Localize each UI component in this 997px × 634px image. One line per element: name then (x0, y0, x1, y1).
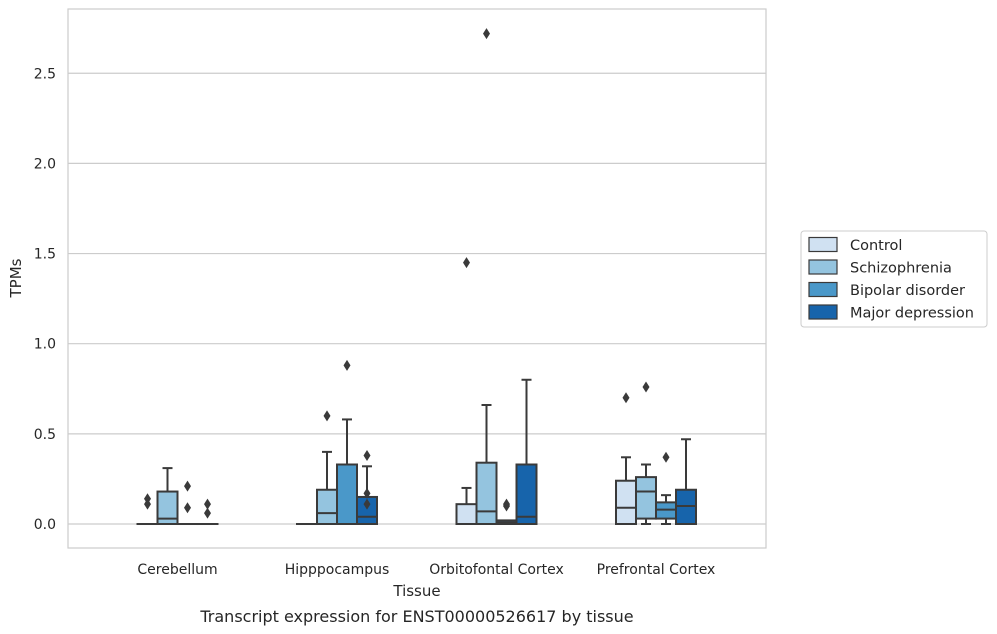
y-tick-label: 0.5 (34, 427, 56, 443)
y-axis-ticks: 0.0 0.5 1.0 1.5 2.0 2.5 (34, 66, 56, 533)
y-tick-label: 1.0 (34, 337, 56, 353)
box (635, 476, 657, 520)
outlier-point (343, 359, 351, 371)
legend-label: Control (850, 238, 902, 254)
outlier-point (204, 507, 211, 519)
box (156, 490, 179, 525)
x-tick-label: Orbitofontal Cortex (429, 562, 564, 578)
outlier-point (622, 392, 630, 404)
x-axis-label: Tissue (392, 582, 440, 600)
legend-label: Bipolar disorder (850, 283, 965, 299)
box (615, 479, 637, 525)
chart-caption: Transcript expression for ENST0000052661… (199, 607, 633, 626)
series-schizophrenia (156, 28, 657, 526)
y-tick-label: 2.0 (34, 156, 56, 172)
plot-frame (67, 8, 767, 549)
x-tick-label: Prefrontal Cortex (597, 562, 716, 578)
y-tick-label: 1.5 (34, 247, 56, 263)
outlier-point (363, 449, 371, 461)
x-tick-label: Cerebellum (137, 562, 217, 578)
series-bipolar-disorder (176, 359, 677, 526)
legend-swatch (808, 236, 838, 253)
outlier-point (503, 498, 510, 510)
box (515, 463, 538, 526)
outlier-point (483, 28, 490, 40)
outlier-point (184, 480, 191, 492)
series-control (136, 257, 637, 526)
outlier-point (204, 498, 211, 510)
outlier-point (662, 451, 670, 463)
y-tick-label: 0.0 (34, 517, 56, 533)
legend-label: Major depression (850, 306, 974, 322)
box (316, 488, 338, 526)
plot-background (68, 9, 766, 548)
legend-swatch (808, 259, 838, 275)
outlier-point (363, 498, 371, 510)
outlier-point (323, 410, 331, 422)
y-tick-label: 2.5 (34, 66, 56, 82)
legend-swatch (808, 304, 838, 320)
series-major-depression (196, 378, 697, 526)
outlier-point (144, 493, 151, 505)
x-tick-label: Hipppocampus (285, 562, 390, 578)
x-axis-ticks: Cerebellum Hipppocampus Orbitofontal Corte… (137, 562, 715, 578)
box (455, 503, 478, 525)
box (336, 463, 358, 526)
box (475, 461, 498, 525)
outlier-point (463, 257, 470, 269)
y-axis-label: TPMs (7, 258, 25, 298)
outlier-point (642, 381, 650, 393)
legend: Control Schizophrenia Bipolar disorder Majo… (800, 230, 988, 328)
legend-label: Schizophrenia (850, 261, 952, 277)
box-series (136, 28, 697, 526)
outlier-point (184, 502, 191, 514)
outlier-point (363, 487, 371, 499)
legend-frame (800, 230, 988, 328)
legend-swatch (808, 281, 838, 298)
